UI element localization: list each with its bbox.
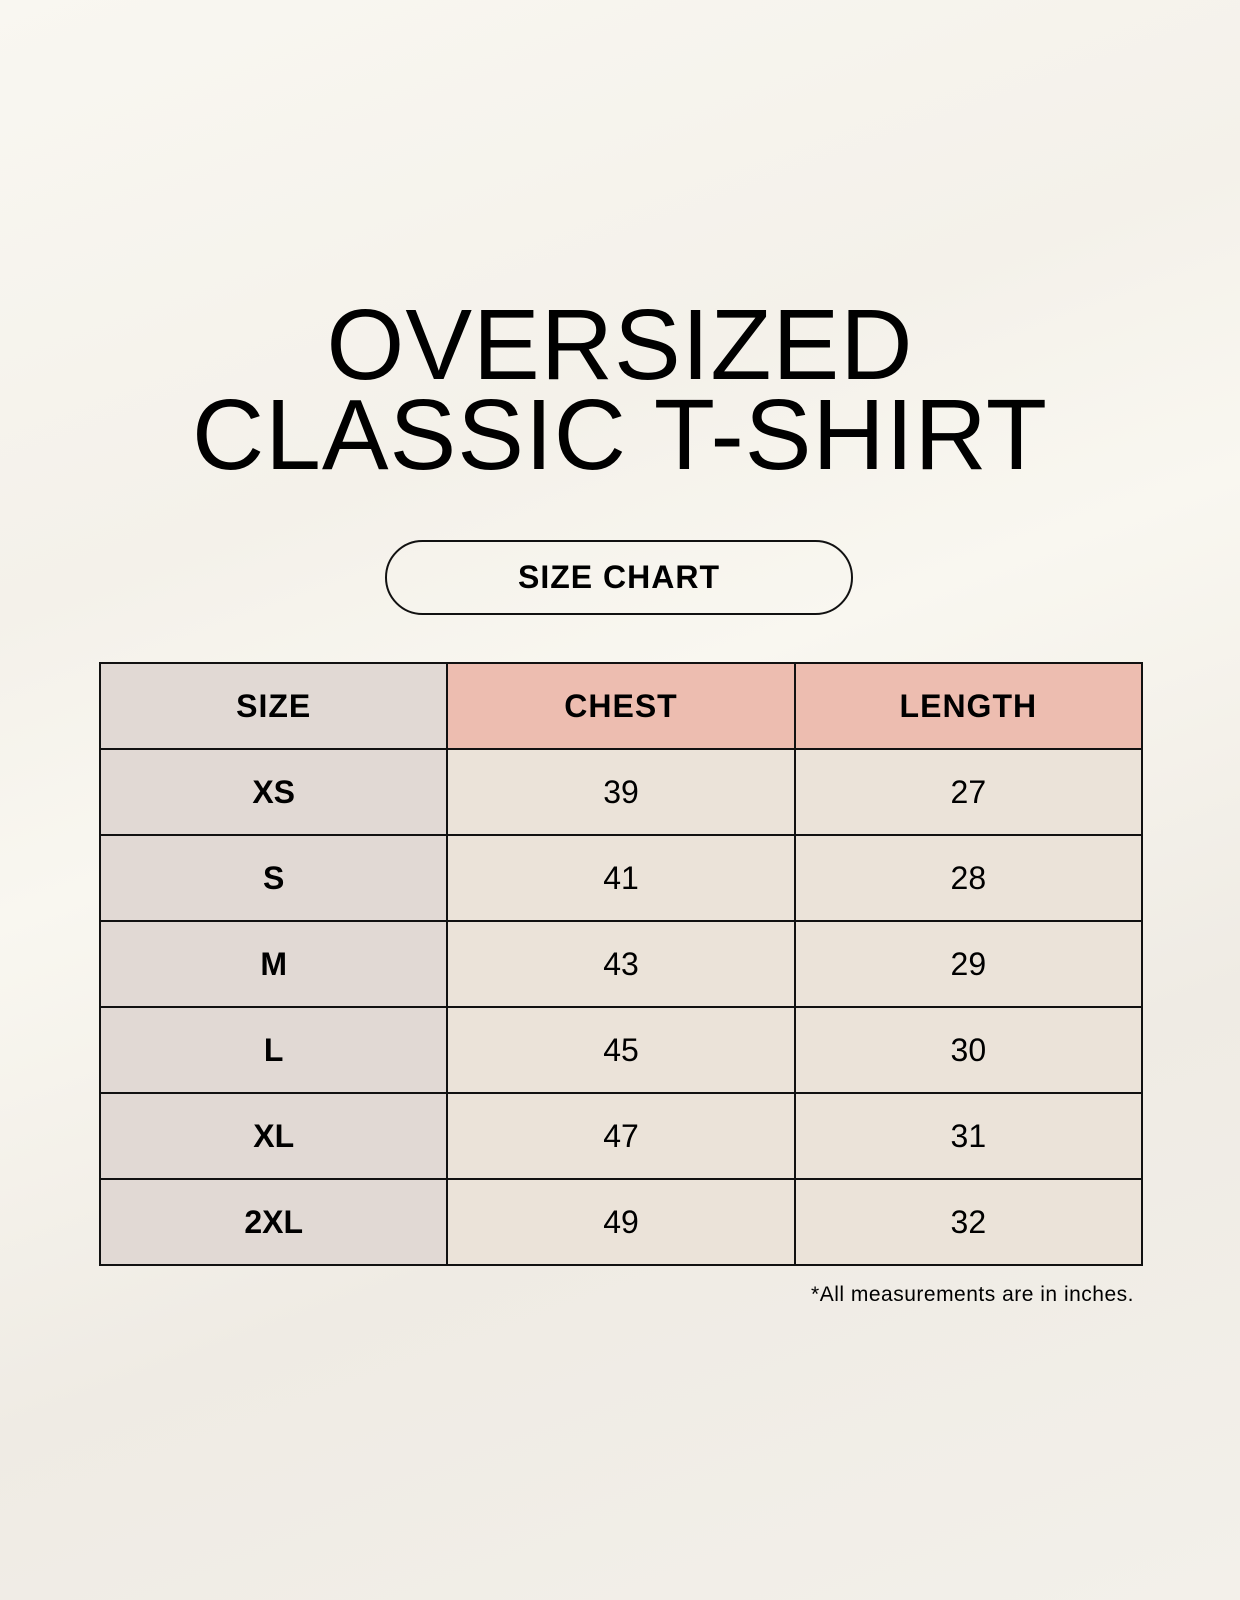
- footnote: *All measurements are in inches.: [811, 1283, 1134, 1306]
- table-header-row: SIZE CHEST LENGTH: [98, 662, 1144, 750]
- cell-size: L: [98, 1006, 449, 1094]
- cell-length: 30: [793, 1006, 1144, 1094]
- table-row: XS 39 27: [98, 748, 1144, 836]
- table-row: M 43 29: [98, 920, 1144, 1008]
- cell-length: 28: [793, 834, 1144, 922]
- cell-chest: 43: [446, 920, 796, 1008]
- table-row: L 45 30: [98, 1006, 1144, 1094]
- header-size: SIZE: [98, 662, 449, 750]
- cell-size: S: [98, 834, 449, 922]
- cell-size: 2XL: [98, 1178, 449, 1266]
- header-length: LENGTH: [793, 662, 1144, 750]
- cell-length: 31: [793, 1092, 1144, 1180]
- cell-length: 27: [793, 748, 1144, 836]
- size-chart-badge: SIZE CHART: [385, 540, 853, 615]
- size-table: SIZE CHEST LENGTH XS 39 27 S 41 28 M 43 29 L 45 30 X…: [98, 662, 1144, 1266]
- cell-chest: 47: [446, 1092, 796, 1180]
- cell-chest: 41: [446, 834, 796, 922]
- cell-size: M: [98, 920, 449, 1008]
- cell-chest: 39: [446, 748, 796, 836]
- cell-size: XS: [98, 748, 449, 836]
- cell-size: XL: [98, 1092, 449, 1180]
- table-row: 2XL 49 32: [98, 1178, 1144, 1266]
- header-chest: CHEST: [446, 662, 796, 750]
- title-line-1: OVERSIZED: [326, 289, 914, 401]
- title-line-2: CLASSIC T-SHIRT: [192, 379, 1048, 491]
- table-row: S 41 28: [98, 834, 1144, 922]
- cell-chest: 49: [446, 1178, 796, 1266]
- page-title: OVERSIZED CLASSIC T-SHIRT: [0, 289, 1240, 491]
- cell-length: 32: [793, 1178, 1144, 1266]
- cell-length: 29: [793, 920, 1144, 1008]
- table-row: XL 47 31: [98, 1092, 1144, 1180]
- cell-chest: 45: [446, 1006, 796, 1094]
